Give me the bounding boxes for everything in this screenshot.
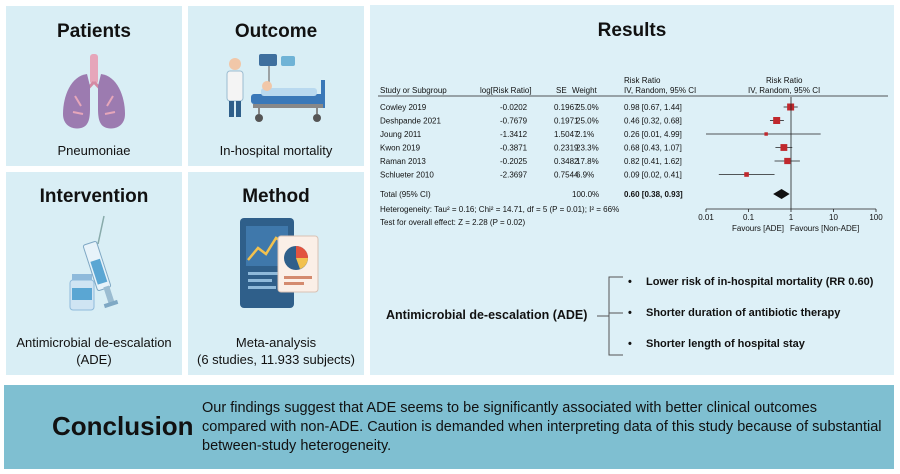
point-estimate <box>764 132 768 136</box>
point-estimate <box>780 144 788 151</box>
header-rr-top: Risk Ratio <box>624 76 661 85</box>
study-logrr: -1.3412 <box>500 130 528 139</box>
header-plot-sub: IV, Random, 95% CI <box>748 86 820 95</box>
patients-card: Patients Pneumoniae <box>6 6 182 166</box>
study-se: 0.3482 <box>554 157 579 166</box>
study-logrr: -0.3871 <box>500 144 528 153</box>
patients-title: Patients <box>57 21 131 42</box>
study-logrr: -0.7679 <box>500 117 528 126</box>
study-ci: 0.82 [0.41, 1.62] <box>624 157 682 166</box>
total-weight: 100.0% <box>572 190 599 199</box>
header-plot-top: Risk Ratio <box>766 76 803 85</box>
ade-label: Antimicrobial de-escalation (ADE) <box>386 308 588 322</box>
study-name: Schlueter 2010 <box>380 171 434 180</box>
x-tick-label: 0.1 <box>743 213 755 222</box>
forest-plot: Risk Ratio Risk Ratio Study or Subgroup … <box>378 76 888 233</box>
study-se: 0.1971 <box>554 117 579 126</box>
method-title: Method <box>242 186 310 207</box>
header-study: Study or Subgroup <box>380 86 447 95</box>
study-weight: 25.0% <box>576 103 599 112</box>
outcome-title: Outcome <box>234 21 318 42</box>
results-title: Results <box>597 20 667 41</box>
conclusion-panel: Conclusion Our findings suggest that ADE… <box>4 385 894 469</box>
favours-ade-label: Favours [ADE] <box>732 224 784 233</box>
x-tick-label: 0.01 <box>698 213 714 222</box>
method-caption-2: (6 studies, 11.933 subjects) <box>196 352 355 367</box>
study-name: Cowley 2019 <box>380 103 427 112</box>
study-se: 0.7544 <box>554 171 579 180</box>
study-weight: 6.9% <box>576 171 594 180</box>
report-chart-icon <box>240 218 319 308</box>
study-weight: 25.0% <box>576 117 599 126</box>
study-ci: 0.98 [0.67, 1.44] <box>624 103 682 112</box>
intervention-caption-1: Antimicrobial de-escalation <box>16 335 172 350</box>
study-weight: 17.8% <box>576 157 599 166</box>
results-panel: Results Risk Ratio Risk Ratio Study or S… <box>370 5 894 375</box>
lungs-icon <box>63 54 125 129</box>
study-se: 0.1967 <box>554 103 579 112</box>
header-weight: Weight <box>572 86 598 95</box>
study-name: Deshpande 2021 <box>380 117 441 126</box>
study-se: 0.2319 <box>554 144 579 153</box>
study-weight: 23.3% <box>576 144 599 153</box>
total-diamond <box>773 189 790 199</box>
total-ci: 0.60 [0.38, 0.93] <box>624 190 683 199</box>
conclusion-title: Conclusion <box>52 411 194 441</box>
study-name: Joung 2011 <box>380 130 422 139</box>
study-se: 1.5047 <box>554 130 579 139</box>
bullet-item-3: Shorter length of hospital stay <box>628 338 805 350</box>
study-name: Raman 2013 <box>380 157 426 166</box>
heterogeneity-text: Heterogeneity: Tau² = 0.16; Chi² = 14.71… <box>380 205 619 214</box>
study-logrr: -2.3697 <box>500 171 528 180</box>
point-estimate <box>784 157 791 165</box>
study-ci: 0.26 [0.01, 4.99] <box>624 130 682 139</box>
study-name: Kwon 2019 <box>380 144 421 153</box>
outcome-caption: In-hospital mortality <box>219 143 333 158</box>
intervention-title: Intervention <box>39 186 149 207</box>
study-ci: 0.68 [0.43, 1.07] <box>624 144 682 153</box>
outcome-card: Outcome In-hospital mortality <box>188 6 364 166</box>
header-logrr: log[Risk Ratio] <box>480 86 532 95</box>
intervention-caption-2: (ADE) <box>76 352 112 367</box>
x-tick-label: 1 <box>789 213 794 222</box>
total-label: Total (95% CI) <box>380 190 431 199</box>
method-card: Method Meta-analysis (6 studies, 11.933 … <box>188 172 364 375</box>
x-tick-label: 100 <box>869 213 883 222</box>
study-weight: 2.1% <box>576 130 594 139</box>
study-ci: 0.09 [0.02, 0.41] <box>624 171 682 180</box>
patients-caption: Pneumoniae <box>57 143 131 158</box>
conclusion-text: Our findings suggest that ADE seems to b… <box>202 400 882 454</box>
study-logrr: -0.2025 <box>500 157 528 166</box>
favours-non-ade-label: Favours [Non-ADE] <box>790 224 859 233</box>
overall-effect-text: Test for overall effect: Z = 2.28 (P = 0… <box>380 218 525 227</box>
study-logrr: -0.0202 <box>500 103 528 112</box>
header-se: SE <box>556 86 567 95</box>
intervention-card: Intervention Antimicrobial de-escalation… <box>6 172 182 375</box>
bracket-icon <box>597 276 623 356</box>
bullet-item-2: Shorter duration of antibiotic therapy <box>628 307 840 319</box>
method-caption-1: Meta-analysis <box>235 335 317 350</box>
x-tick-label: 10 <box>829 213 838 222</box>
study-ci: 0.46 [0.32, 0.68] <box>624 117 682 126</box>
point-estimate <box>773 117 781 124</box>
point-estimate <box>744 172 749 177</box>
bullet-item-1: Lower risk of in-hospital mortality (RR … <box>628 276 873 288</box>
hospital-bed-icon <box>226 54 325 122</box>
syringe-vial-icon <box>69 215 119 311</box>
header-rr-sub: IV, Random, 95% CI <box>624 86 696 95</box>
